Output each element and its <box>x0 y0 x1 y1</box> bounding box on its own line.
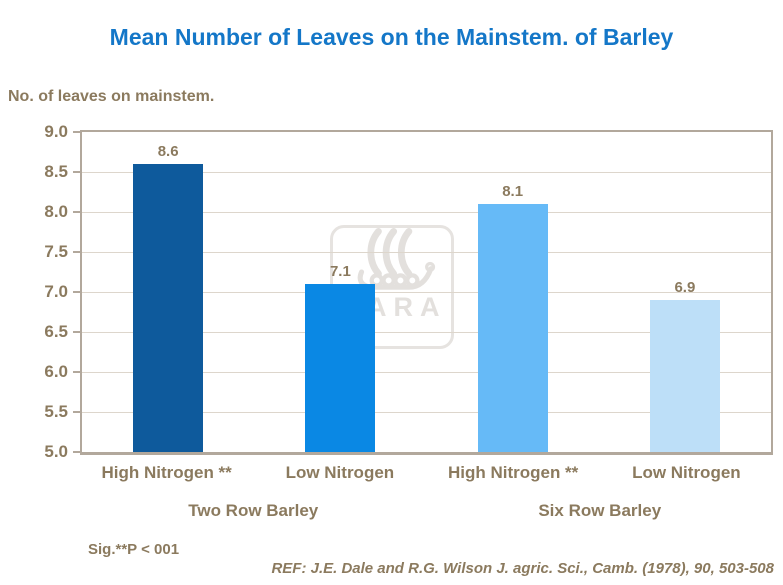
bars-container: 8.6 7.1 8.1 6.9 <box>82 132 771 452</box>
y-tick-mark <box>73 451 80 453</box>
bar-value-label: 8.6 <box>157 143 179 160</box>
category-label: High Nitrogen ** <box>447 463 579 482</box>
y-axis-title: No. of leaves on mainstem. <box>8 88 215 105</box>
group-label-two-row: Two Row Barley <box>188 501 319 520</box>
viking-ship-icon <box>357 228 436 290</box>
y-tick-label: 6.5 <box>44 322 68 341</box>
gridline <box>82 412 771 413</box>
gridline <box>82 252 771 253</box>
gridline <box>82 332 771 333</box>
gridline <box>82 372 771 373</box>
y-tick-label: 7.0 <box>44 282 68 301</box>
y-tick-mark <box>73 131 80 133</box>
bar-value-label: 7.1 <box>329 263 351 280</box>
y-tick-label: 7.5 <box>44 242 68 261</box>
gridline <box>82 292 771 293</box>
y-tick-mark <box>73 291 80 293</box>
significance-note: Sig.**P < 001 <box>88 541 180 558</box>
category-label: Low Nitrogen <box>632 463 741 482</box>
category-axis: High Nitrogen ** Low Nitrogen High Nitroge… <box>80 463 773 483</box>
chart-title: Mean Number of Leaves on the Mainstem. o… <box>109 24 674 50</box>
reference-citation: REF: J.E. Dale and R.G. Wilson J. agric.… <box>271 560 774 577</box>
group-label-six-row: Six Row Barley <box>538 501 662 520</box>
bar-value-label: 8.1 <box>502 183 524 200</box>
y-tick-mark <box>73 251 80 253</box>
y-tick-label: 8.5 <box>44 162 68 181</box>
y-tick-label: 6.0 <box>44 362 68 381</box>
bar-slot: 7.1 <box>254 132 426 452</box>
group-axis: Two Row Barley Six Row Barley <box>80 501 773 521</box>
category-label: Low Nitrogen <box>285 463 395 482</box>
bar-value-label: 6.9 <box>674 279 696 296</box>
bar <box>477 204 548 452</box>
category-label: High Nitrogen ** <box>101 463 232 482</box>
bar <box>305 284 376 452</box>
y-tick-label: 9.0 <box>44 122 68 141</box>
y-tick-label: 5.5 <box>44 402 68 421</box>
y-tick-mark <box>73 411 80 413</box>
bar-slot: 8.6 <box>82 132 254 452</box>
bar <box>649 300 720 452</box>
y-tick-mark <box>73 331 80 333</box>
gridline <box>82 212 771 213</box>
bar <box>133 164 204 452</box>
y-tick-label: 5.0 <box>44 442 68 461</box>
bar-slot: 8.1 <box>427 132 599 452</box>
y-tick-mark <box>73 171 80 173</box>
y-tick-label: 8.0 <box>44 202 68 221</box>
bar-slot: 6.9 <box>599 132 771 452</box>
y-tick-mark <box>73 211 80 213</box>
y-tick-mark <box>73 371 80 373</box>
plot-area: YARA 8.6 7.1 8.1 6.9 9.0 8.5 8.0 7.5 7.0 6.5 6.0 5… <box>44 122 773 461</box>
gridline <box>82 172 771 173</box>
